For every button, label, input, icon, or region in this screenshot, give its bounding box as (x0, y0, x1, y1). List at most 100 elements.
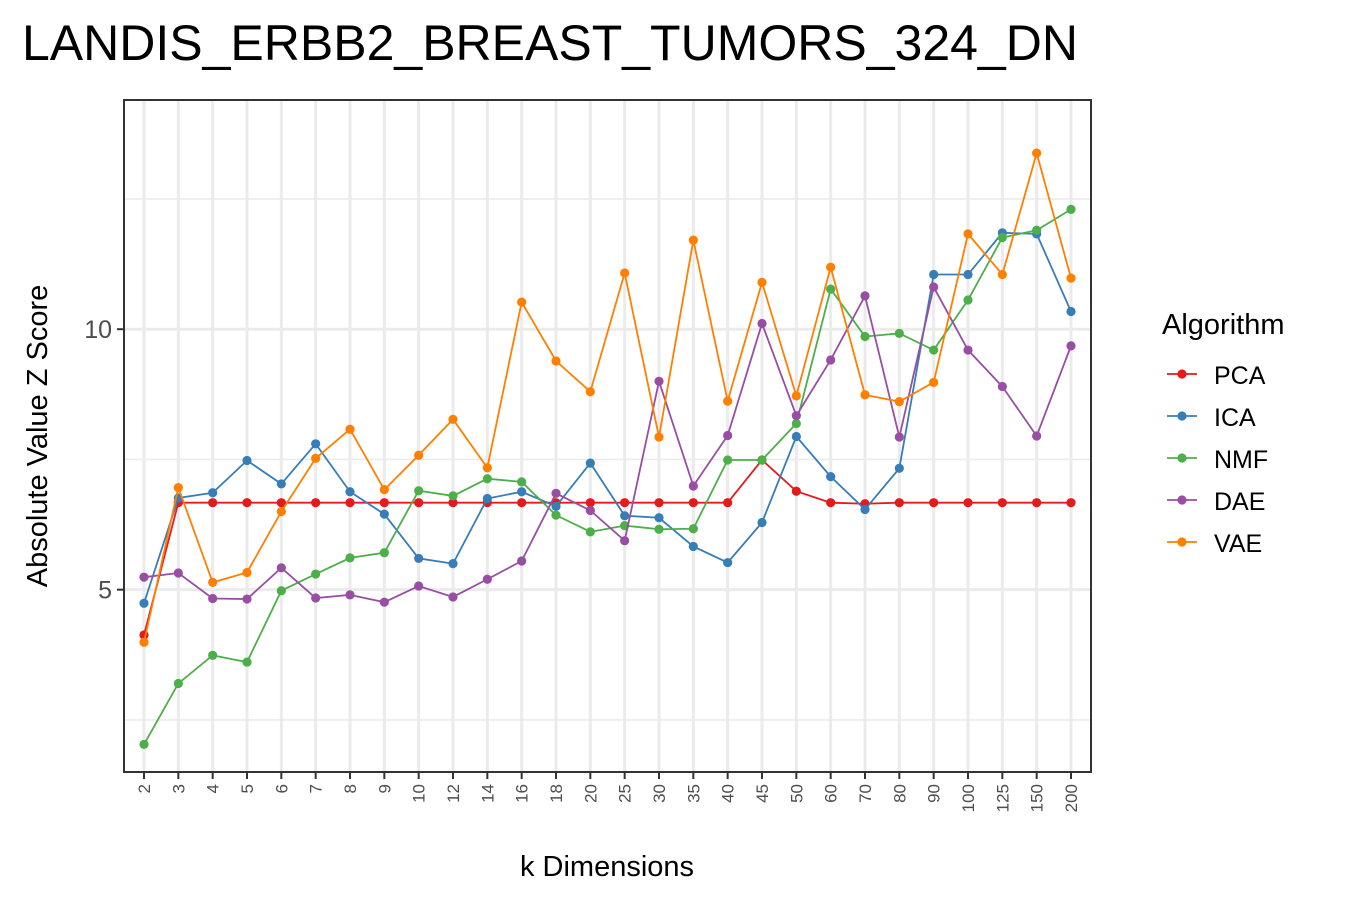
data-point (551, 488, 561, 498)
data-point (585, 387, 595, 397)
legend-item-nmf: NMF (1167, 446, 1268, 474)
x-tick-label: 25 (616, 784, 635, 803)
data-point (791, 391, 801, 401)
data-point (448, 491, 458, 501)
data-point (654, 524, 664, 534)
data-point (929, 345, 939, 355)
data-point (448, 592, 458, 602)
x-tick-label: 10 (410, 784, 429, 803)
data-point (379, 485, 389, 495)
data-point (1066, 306, 1076, 317)
data-point (860, 390, 870, 400)
data-point (311, 439, 321, 449)
data-point (585, 505, 595, 516)
data-point (551, 501, 561, 511)
data-point (139, 739, 149, 749)
x-tick-label: 6 (272, 784, 291, 793)
legend-label: VAE (1214, 530, 1262, 558)
data-point (173, 568, 183, 578)
data-point (517, 477, 527, 487)
data-point (311, 453, 321, 463)
legend-item-vae: VAE (1167, 530, 1262, 558)
data-point (723, 455, 733, 465)
data-point (688, 235, 698, 245)
x-tick-label: 5 (238, 784, 257, 793)
x-tick-label: 100 (959, 784, 978, 812)
data-point (929, 377, 939, 387)
data-point (585, 458, 595, 468)
data-point (139, 637, 149, 647)
data-point (242, 498, 252, 508)
data-point (929, 498, 939, 508)
data-point (1066, 204, 1076, 214)
data-point (208, 577, 218, 587)
data-point (620, 498, 630, 508)
data-point (1032, 148, 1042, 158)
data-point (757, 517, 767, 528)
x-axis-title: k Dimensions (520, 851, 694, 883)
data-point (345, 487, 355, 497)
legend-label: NMF (1214, 446, 1268, 474)
data-point (620, 511, 630, 521)
data-point (482, 493, 492, 504)
data-point (826, 498, 836, 508)
data-point (276, 479, 286, 489)
data-point (139, 598, 149, 608)
data-point (1066, 498, 1076, 508)
series-line (143, 284, 1072, 604)
series-vae (139, 148, 1076, 647)
data-point (620, 268, 630, 278)
data-point (963, 345, 973, 355)
data-point (414, 450, 424, 460)
data-point (276, 498, 286, 508)
data-point (826, 262, 836, 272)
legend-label: ICA (1214, 404, 1256, 432)
data-point (654, 376, 664, 386)
data-point (688, 541, 698, 552)
data-point (379, 498, 389, 508)
series-line (143, 231, 1072, 604)
x-tick-label: 45 (753, 784, 772, 803)
data-point (242, 657, 252, 667)
data-point (688, 481, 698, 491)
data-point (585, 498, 595, 508)
data-point (723, 557, 733, 568)
x-tick-label: 18 (547, 784, 566, 803)
legend-title: Algorithm (1162, 309, 1285, 341)
legend-label: PCA (1214, 362, 1266, 390)
data-point (276, 563, 286, 573)
data-point (963, 269, 973, 280)
data-point (517, 556, 527, 566)
x-tick-label: 9 (375, 784, 394, 793)
data-point (551, 510, 561, 520)
data-point (345, 498, 355, 508)
legend-key-point (1177, 537, 1187, 547)
x-tick-label: 70 (856, 784, 875, 803)
data-point (654, 432, 664, 442)
data-point (791, 411, 801, 421)
x-tick-label: 30 (650, 784, 669, 803)
data-point (723, 498, 733, 508)
data-point (826, 284, 836, 294)
data-point (894, 397, 904, 407)
data-point (482, 574, 492, 584)
data-point (654, 513, 664, 523)
data-point (620, 536, 630, 546)
data-point (482, 474, 492, 484)
data-point (448, 414, 458, 424)
data-point (791, 418, 801, 429)
x-tick-label: 50 (787, 784, 806, 803)
data-point (894, 463, 904, 473)
data-point (654, 498, 664, 508)
data-point (345, 553, 355, 563)
series-line (143, 149, 1072, 643)
series-line (143, 458, 1071, 636)
data-point (1032, 225, 1042, 235)
data-point (345, 424, 355, 434)
data-point (585, 527, 595, 537)
data-point (1066, 273, 1076, 283)
x-tick-label: 4 (204, 784, 223, 793)
data-point (963, 229, 973, 239)
